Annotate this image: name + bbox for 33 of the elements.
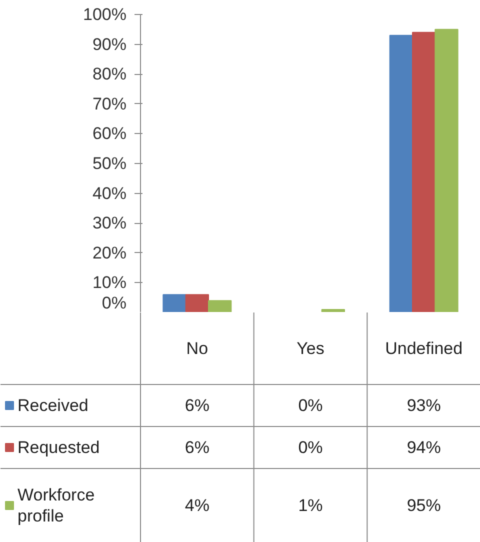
legend-label: Requested [18, 438, 100, 457]
data-label: 95% [406, 496, 441, 515]
data-label: 94% [406, 438, 441, 457]
y-tick-label: 30% [92, 214, 127, 233]
bar [185, 294, 209, 312]
x-tick-label: Undefined [385, 339, 463, 358]
bar [321, 309, 345, 312]
data-label: 6% [184, 438, 210, 457]
bar [208, 300, 232, 312]
legend-label: Workforce profile [18, 486, 95, 526]
y-tick-label: 90% [92, 34, 127, 54]
data-label: 0% [298, 396, 323, 415]
data-label: 6% [184, 396, 210, 415]
x-tick-label: Yes [296, 339, 324, 358]
data-label: 4% [184, 496, 210, 515]
data-label: 0% [298, 438, 323, 457]
y-tick-label: 80% [92, 64, 127, 84]
x-tick-label: No [186, 339, 208, 358]
bar [162, 294, 186, 312]
bar [412, 32, 436, 312]
y-tick-label: 40% [92, 184, 127, 203]
y-tick-label: 70% [92, 94, 127, 114]
legend-label: Received [18, 396, 88, 415]
y-tick-label: 60% [92, 124, 127, 144]
data-label: 93% [406, 396, 441, 415]
y-tick-label: 10% [92, 273, 127, 292]
bar [389, 34, 413, 312]
y-tick-label: 50% [92, 154, 127, 173]
data-label: 1% [298, 496, 323, 515]
y-tick-label: 100% [83, 5, 127, 24]
y-tick-label: 20% [92, 243, 127, 262]
y-tick-label: 0% [102, 294, 127, 312]
bar [434, 28, 458, 312]
